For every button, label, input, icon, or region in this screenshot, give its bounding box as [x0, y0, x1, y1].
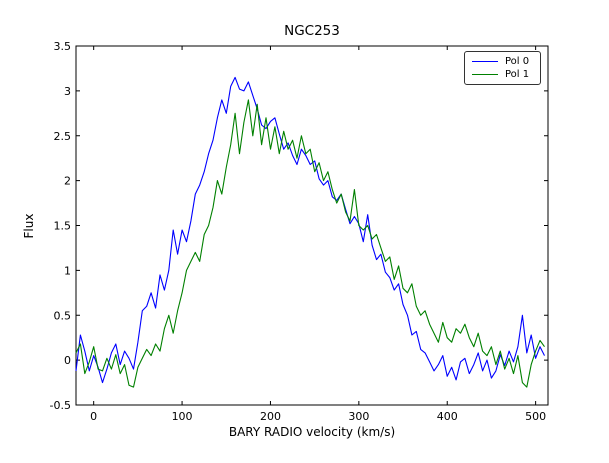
chart-title: NGC253 [284, 23, 340, 39]
legend-line-pol0-icon [472, 61, 498, 62]
x-axis-label: BARY RADIO velocity (km/s) [229, 425, 395, 439]
y-tick-label: 2 [64, 175, 71, 188]
x-tick-label: 500 [525, 410, 546, 423]
x-tick-label: 0 [90, 410, 97, 423]
legend-entry-pol1: Pol 1 [472, 68, 535, 81]
y-tick-label: 0.5 [54, 309, 72, 322]
x-tick-label: 400 [437, 410, 458, 423]
legend-label-pol1: Pol 1 [505, 69, 530, 80]
y-tick-label: 1.5 [54, 220, 72, 233]
y-tick-label: 1 [64, 264, 71, 277]
series-line-pol1 [75, 99, 545, 388]
series-line-pol0 [75, 76, 545, 384]
x-tick-label: 300 [348, 410, 369, 423]
data-lines [75, 76, 545, 388]
y-tick-label: 3 [64, 85, 71, 98]
legend-label-pol0: Pol 0 [505, 56, 530, 67]
legend: Pol 0 Pol 1 [464, 51, 541, 85]
x-tick-label: 200 [260, 410, 281, 423]
y-tick-label: -0.5 [50, 399, 71, 412]
axis-ticks: 0 100 200 300 400 500 -0.5 0 0.5 1 1.5 2 2.5 3 3.5 [50, 40, 548, 423]
y-tick-label: 3.5 [54, 40, 72, 53]
legend-entry-pol0: Pol 0 [472, 55, 535, 68]
plot-frame [75, 45, 549, 406]
x-tick-label: 100 [172, 410, 193, 423]
legend-line-pol1-icon [472, 74, 498, 75]
y-tick-label: 2.5 [54, 130, 72, 143]
y-axis-label: Flux [22, 214, 36, 239]
y-tick-label: 0 [64, 354, 71, 367]
